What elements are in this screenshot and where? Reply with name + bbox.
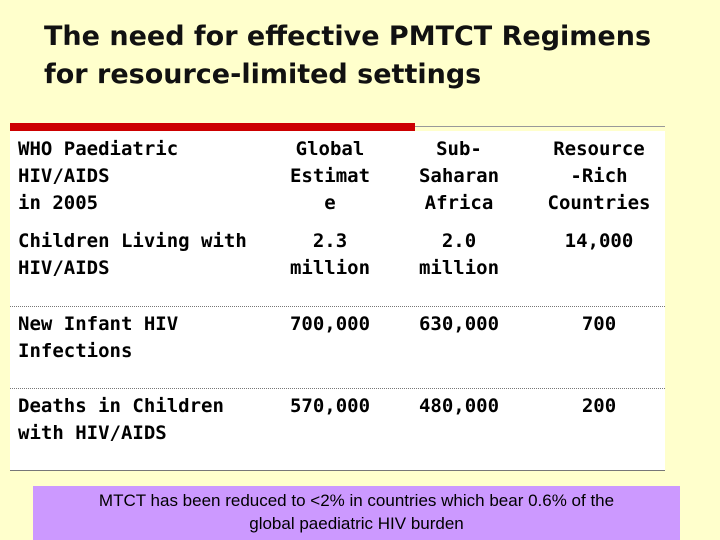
row-1-sub-saharan: 2.0 million <box>398 228 520 282</box>
table-row-label: Children Living with HIV/AIDS <box>18 228 278 282</box>
table-row-label: Deaths in Children with HIV/AIDS <box>18 393 278 447</box>
row-2-global: 700,000 <box>289 313 371 335</box>
header-ssa-line-1: Sub- <box>436 138 482 160</box>
row-1-resource-rich: 14,000 <box>564 230 634 252</box>
row-3-global: 570,000 <box>289 395 371 417</box>
table-row-label: New Infant HIV Infections <box>18 311 278 365</box>
data-table <box>10 131 665 471</box>
header-sub-saharan: Sub- Saharan Africa <box>398 136 520 217</box>
header-resource-rich: Resource -Rich Countries <box>530 136 668 217</box>
slide-title-line-2: for resource-limited settings <box>44 59 482 90</box>
header-global: Global Estimat e <box>274 136 386 217</box>
slide-title-line-1: The need for effective PMTCT Regimens <box>44 21 652 52</box>
footnote-line-1: MTCT has been reduced to <2% in countrie… <box>98 491 615 510</box>
row-1-ssa-line-1: 2.0 <box>441 230 477 252</box>
header-category-line-2: HIV/AIDS <box>18 165 110 187</box>
row-2-label-line-2: Infections <box>18 340 133 362</box>
header-rich-line-1: Resource <box>553 138 645 160</box>
row-2-label-line-1: New Infant HIV <box>18 313 179 335</box>
row-2-sub-saharan: 630,000 <box>418 313 500 335</box>
row-2-resource-rich: 700 <box>581 313 617 335</box>
header-ssa-line-2: Saharan <box>418 165 500 187</box>
row-divider <box>10 306 665 307</box>
row-3-resource-rich: 200 <box>581 395 617 417</box>
row-1-label-line-2: HIV/AIDS <box>18 257 110 279</box>
header-global-line-1: Global <box>295 138 365 160</box>
header-global-line-3: e <box>324 192 336 214</box>
row-divider <box>10 388 665 389</box>
header-rich-line-2: -Rich <box>570 165 628 187</box>
header-ssa-line-3: Africa <box>424 192 494 214</box>
row-1-global: 2.3 million <box>274 228 386 282</box>
row-1-ssa-line-2: million <box>418 257 500 279</box>
footnote-line-2: global paediatric HIV burden <box>249 514 464 533</box>
row-1-label-line-1: Children Living with <box>18 230 247 252</box>
accent-bar <box>10 123 415 131</box>
row-1-global-line-1: 2.3 <box>312 230 348 252</box>
footnote-callout: MTCT has been reduced to <2% in countrie… <box>33 486 680 540</box>
table-bottom-rule <box>10 470 665 471</box>
header-category: WHO Paediatric HIV/AIDS in 2005 <box>18 136 268 217</box>
row-1-global-line-2: million <box>289 257 371 279</box>
header-category-line-3: in 2005 <box>18 192 99 214</box>
header-rich-line-3: Countries <box>547 192 651 214</box>
header-category-line-1: WHO Paediatric <box>18 138 179 160</box>
row-3-label-line-2: with HIV/AIDS <box>18 422 167 444</box>
header-global-line-2: Estimat <box>289 165 371 187</box>
row-3-sub-saharan: 480,000 <box>418 395 500 417</box>
slide-title: The need for effective PMTCT Regimens fo… <box>44 18 704 94</box>
row-3-label-line-1: Deaths in Children <box>18 395 224 417</box>
